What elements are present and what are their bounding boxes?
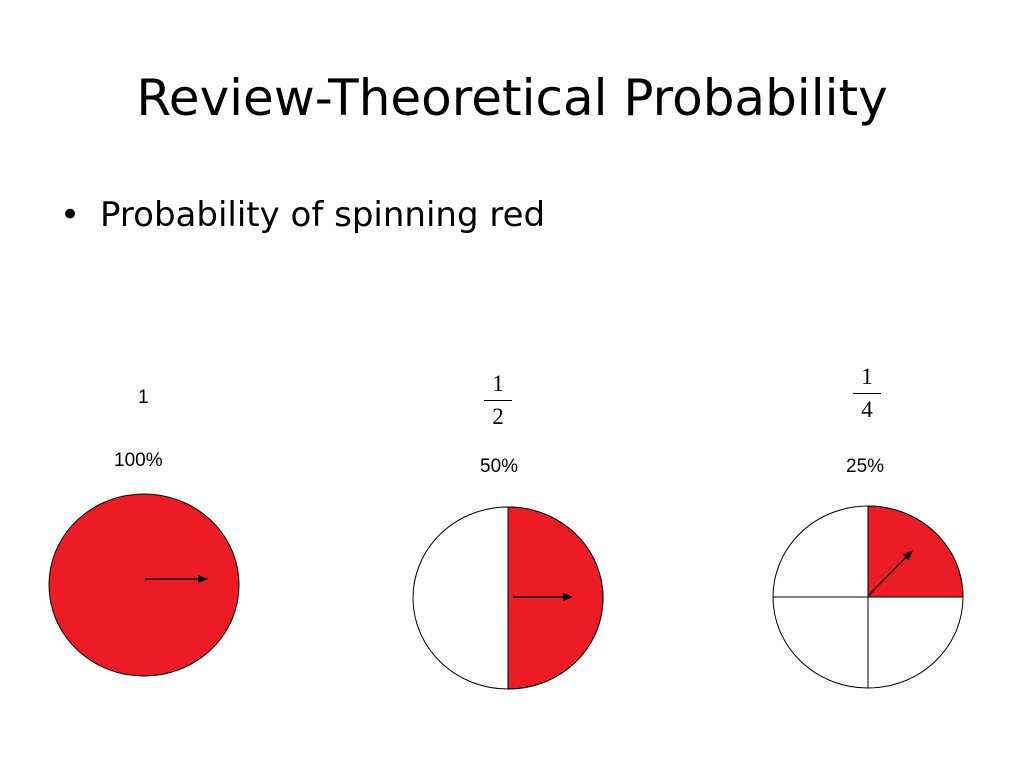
spinner-3-arrow	[868, 550, 913, 596]
bullet-dot: •	[60, 195, 81, 235]
spinner-1-red-region	[48, 493, 240, 677]
fraction-bar	[484, 400, 512, 401]
spinner-3-percent: 25%	[846, 456, 885, 477]
spinner-2-numerator: 1	[492, 371, 504, 396]
bullet-text: Probability of spinning red	[100, 195, 546, 235]
spinner-1-fraction: 1	[138, 387, 149, 408]
fraction-bar	[853, 393, 881, 394]
spinner-1	[48, 493, 240, 677]
slide-title: Review-Theoretical Probability	[136, 69, 888, 127]
spinner-1-percent: 100%	[114, 450, 163, 471]
spinner-2	[412, 506, 604, 690]
spinner-3-fraction: 1 4	[847, 364, 887, 423]
spinner-2-fraction: 1 2	[478, 371, 518, 430]
spinner-3	[772, 505, 964, 689]
bullet-item: • Probability of spinning red	[60, 192, 545, 238]
spinner-3-red-region	[867, 505, 964, 598]
spinner-2-percent: 50%	[480, 456, 519, 477]
spinner-2-red-region	[507, 506, 604, 690]
spinner-2-denominator: 2	[492, 404, 504, 429]
spinner-3-denominator: 4	[861, 397, 873, 422]
spinner-3-numerator: 1	[861, 364, 873, 389]
